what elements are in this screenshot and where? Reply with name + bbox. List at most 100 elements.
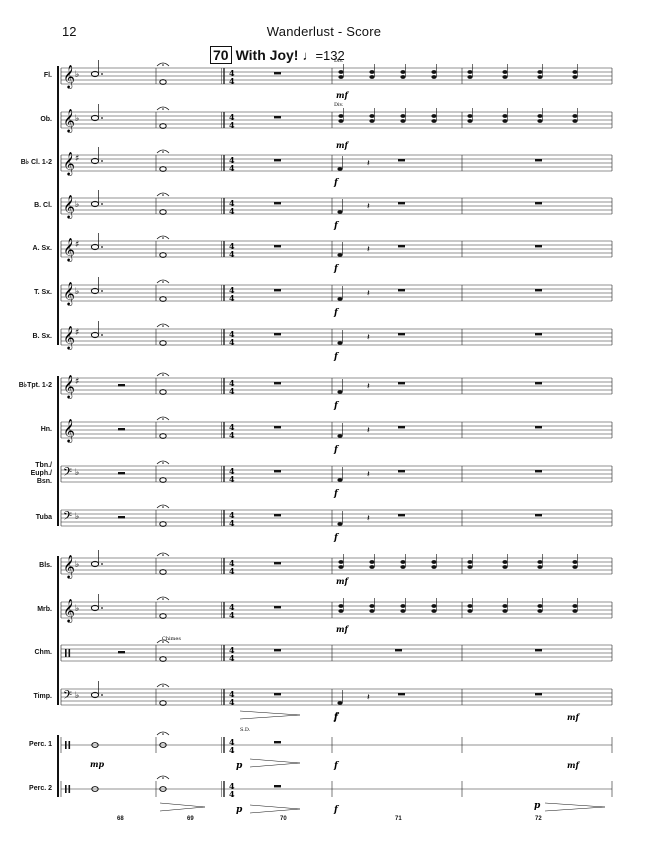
- whole-rest-icon: [274, 245, 281, 248]
- fermata-dot: [162, 506, 164, 508]
- flat-icon: ♭: [75, 560, 79, 570]
- fermata-dot: [162, 685, 164, 687]
- fermata-dot: [162, 281, 164, 283]
- dynamic-mp: mp: [90, 759, 104, 769]
- time-signature-bottom: 4: [229, 697, 235, 707]
- note-head: [338, 565, 344, 569]
- note-head: [338, 560, 344, 564]
- measure-number: 72: [535, 816, 542, 822]
- instrument-label-line: A. Sx.: [32, 245, 52, 252]
- note-head: [431, 70, 437, 74]
- instrument-label-line: T. Sx.: [34, 289, 52, 296]
- fermata-dot: [162, 733, 164, 735]
- note-head: [431, 604, 437, 608]
- dynamic-f: f: [333, 761, 340, 771]
- note-head: [369, 70, 375, 74]
- instrument-label: B. Sx.: [33, 333, 52, 341]
- note-head: [502, 75, 508, 79]
- fermata-icon: [156, 149, 170, 154]
- page-title: Wanderlust - Score: [266, 24, 382, 39]
- bass-clef-icon: 𝄢: [63, 466, 72, 482]
- quarter-rest-icon: 𝄽: [367, 289, 370, 299]
- fermata-icon: [156, 683, 170, 688]
- instrument-label: B♭Tpt. 1-2: [19, 382, 52, 390]
- percussion-clef-icon: [68, 741, 71, 749]
- fermata-dot: [162, 641, 164, 643]
- time-signature-top: 4: [229, 602, 235, 612]
- treble-clef-icon: 𝄞: [63, 374, 75, 399]
- instrument-label: Ob.: [40, 116, 52, 124]
- time-signature-top: 4: [229, 558, 235, 568]
- half-note: [159, 252, 167, 258]
- whole-rest-icon: [535, 245, 542, 248]
- dynamic-mf: mf: [336, 140, 349, 150]
- fermata-dot: [162, 418, 164, 420]
- bass-clef-icon: 𝄢: [63, 689, 72, 705]
- fermata-icon: [156, 504, 170, 509]
- whole-rest-icon: [274, 116, 281, 119]
- whole-rest-icon: [118, 516, 125, 519]
- whole-rest-icon: [274, 785, 281, 788]
- note-head: [337, 701, 343, 705]
- hairpin: [249, 804, 301, 814]
- note-head: [338, 75, 344, 79]
- whole-rest-icon: [274, 289, 281, 292]
- whole-rest-icon: [274, 514, 281, 517]
- time-signature-top: 4: [229, 737, 235, 747]
- treble-clef-icon: 𝄞: [63, 554, 75, 579]
- sharp-icon: ♯: [75, 377, 79, 387]
- note-head: [537, 609, 543, 613]
- dynamic-f: f: [333, 489, 340, 499]
- note-head: [400, 75, 406, 79]
- note-head: [572, 609, 578, 613]
- instrument-label-line: B♭ Cl. 1-2: [20, 159, 52, 166]
- flat-icon: ♭: [75, 287, 79, 297]
- half-note: [159, 700, 167, 706]
- instrument-label-line: Mrb.: [37, 606, 52, 613]
- dot: [101, 694, 103, 696]
- half-note: [91, 786, 99, 792]
- percussion-clef-icon: [65, 741, 67, 749]
- note-head: [400, 604, 406, 608]
- note-head: [400, 114, 406, 118]
- flat-icon: ♭: [75, 604, 79, 614]
- hairpin: [544, 802, 606, 812]
- instrument-label-line: B. Sx.: [32, 333, 52, 340]
- note-head: [431, 119, 437, 123]
- note-head: [502, 604, 508, 608]
- note-head: [467, 75, 473, 79]
- quarter-rest-icon: 𝄽: [367, 514, 370, 524]
- note-head: [369, 565, 375, 569]
- sharp-icon: ♯: [75, 328, 79, 338]
- instrument-label: Perc. 2: [29, 785, 52, 793]
- quarter-note-icon: ♩: [302, 47, 316, 63]
- measure-number: 71: [395, 816, 402, 822]
- half-rest-icon: [398, 470, 405, 473]
- treble-clef-icon: 𝄞: [63, 325, 75, 350]
- fermata-dot: [162, 194, 164, 196]
- system-bracket: [57, 66, 59, 345]
- half-note: [159, 742, 167, 748]
- measure-number: 68: [117, 816, 124, 822]
- half-rest-icon: [398, 202, 405, 205]
- whole-rest-icon: [535, 333, 542, 336]
- half-rest-icon: [398, 159, 405, 162]
- fermata-icon: [156, 235, 170, 240]
- time-signature-bottom: 4: [229, 337, 235, 347]
- note-head: [572, 119, 578, 123]
- dot: [101, 73, 103, 75]
- quarter-rest-icon: 𝄽: [367, 202, 370, 212]
- note-head: [537, 560, 543, 564]
- dynamic-mf: mf: [336, 576, 349, 586]
- measure-number: 69: [187, 816, 194, 822]
- time-signature-bottom: 4: [229, 653, 235, 663]
- fermata-dot: [162, 151, 164, 153]
- instrument-label: Perc. 1: [29, 741, 52, 749]
- time-signature-bottom: 4: [229, 76, 235, 86]
- note-head: [400, 609, 406, 613]
- note-head: [467, 114, 473, 118]
- sd-marking: S.D.: [240, 727, 251, 733]
- dynamic-p: p: [534, 801, 541, 811]
- instrument-label: Chm.: [35, 649, 53, 657]
- time-signature-bottom: 4: [229, 745, 235, 755]
